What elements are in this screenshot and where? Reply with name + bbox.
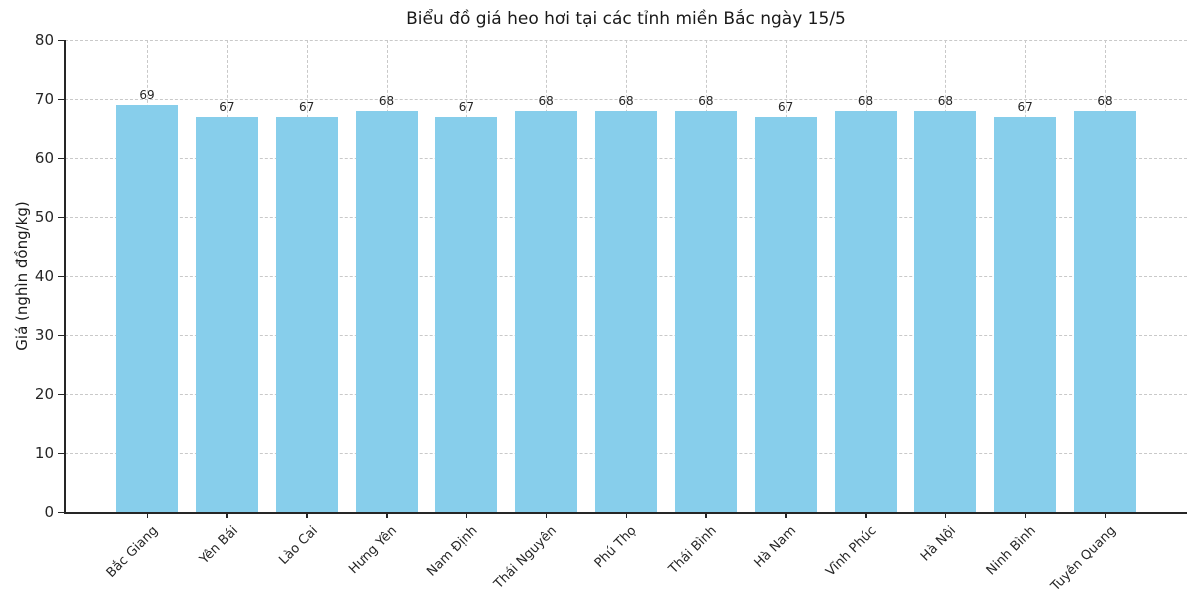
x-tick-mark xyxy=(1024,512,1027,518)
bar-value-label: 67 xyxy=(458,99,474,114)
bar-value-label: 69 xyxy=(139,87,155,102)
bar xyxy=(435,116,498,512)
y-tick-mark xyxy=(58,452,64,454)
x-tick-mark xyxy=(1104,512,1106,518)
bar-value-label: 68 xyxy=(538,93,554,108)
bar xyxy=(116,104,178,512)
bar-value-label: 68 xyxy=(378,93,395,108)
x-tick-mark xyxy=(865,512,867,518)
x-tick-mark xyxy=(306,512,308,518)
x-tick-label: Nam Định xyxy=(423,523,481,580)
x-tick-label: Ninh Bình xyxy=(983,523,1040,579)
y-tick-label: 30 xyxy=(34,326,54,344)
bar xyxy=(754,116,817,512)
bar xyxy=(834,110,897,512)
x-tick-mark xyxy=(625,512,627,518)
y-tick-mark xyxy=(58,334,64,336)
x-tick-label: Hà Nam xyxy=(752,523,800,571)
x-tick-label: Lào Cai xyxy=(276,523,321,568)
bar-value-label: 67 xyxy=(778,99,794,114)
x-tick-mark xyxy=(785,512,787,518)
y-tick-label: 50 xyxy=(34,208,54,226)
y-tick-mark xyxy=(58,275,64,277)
bar xyxy=(674,110,737,512)
x-tick-label: Bắc Giang xyxy=(103,523,161,581)
y-axis-spine xyxy=(64,40,66,513)
y-tick-mark xyxy=(58,157,64,159)
x-tick-mark xyxy=(545,512,548,518)
x-tick-label: Yên Bái xyxy=(196,523,241,568)
bar xyxy=(515,110,578,512)
bar-value-label: 68 xyxy=(618,93,634,108)
y-tick-mark xyxy=(58,393,64,395)
x-tick-label: Vĩnh Phúc xyxy=(823,523,880,580)
x-tick-mark xyxy=(465,512,468,518)
x-tick-mark xyxy=(705,512,707,518)
bar-value-label: 67 xyxy=(1017,99,1033,114)
y-tick-label: 40 xyxy=(34,267,54,285)
y-tick-mark xyxy=(58,39,64,41)
y-tick-label: 20 xyxy=(34,385,54,403)
bar xyxy=(1074,110,1136,512)
y-tick-label: 0 xyxy=(44,503,54,521)
bar xyxy=(275,116,338,512)
bar-value-label: 68 xyxy=(937,93,953,108)
chart-title: Biểu đồ giá heo hơi tại các tỉnh miền Bắ… xyxy=(406,9,846,29)
x-tick-label: Thái Nguyên xyxy=(491,523,561,592)
y-tick-label: 80 xyxy=(34,31,54,49)
y-tick-label: 70 xyxy=(34,90,54,108)
x-tick-mark xyxy=(386,512,388,518)
x-tick-label: Tuyên Quang xyxy=(1048,523,1119,595)
x-tick-label: Hưng Yên xyxy=(346,523,401,578)
bar xyxy=(914,110,977,512)
bar xyxy=(595,110,657,512)
bar-value-label: 67 xyxy=(219,99,235,114)
y-tick-mark xyxy=(58,216,64,218)
bar xyxy=(994,116,1057,512)
y-tick-label: 60 xyxy=(34,149,54,167)
y-tick-label: 10 xyxy=(34,444,54,462)
bar-value-label: 68 xyxy=(1097,93,1113,108)
x-tick-label: Phú Thọ xyxy=(592,523,640,572)
bar-value-label: 68 xyxy=(698,93,714,108)
x-tick-label: Thái Bình xyxy=(666,523,720,577)
bar-value-label: 68 xyxy=(857,93,874,108)
bar xyxy=(355,110,418,512)
x-tick-mark xyxy=(146,512,148,518)
bar-value-label: 67 xyxy=(299,99,315,114)
x-tick-mark xyxy=(226,512,228,518)
bar xyxy=(195,116,258,512)
x-tick-mark xyxy=(944,512,947,518)
x-tick-label: Hà Nội xyxy=(918,523,960,565)
y-tick-mark xyxy=(58,511,64,513)
y-tick-mark xyxy=(58,98,64,100)
